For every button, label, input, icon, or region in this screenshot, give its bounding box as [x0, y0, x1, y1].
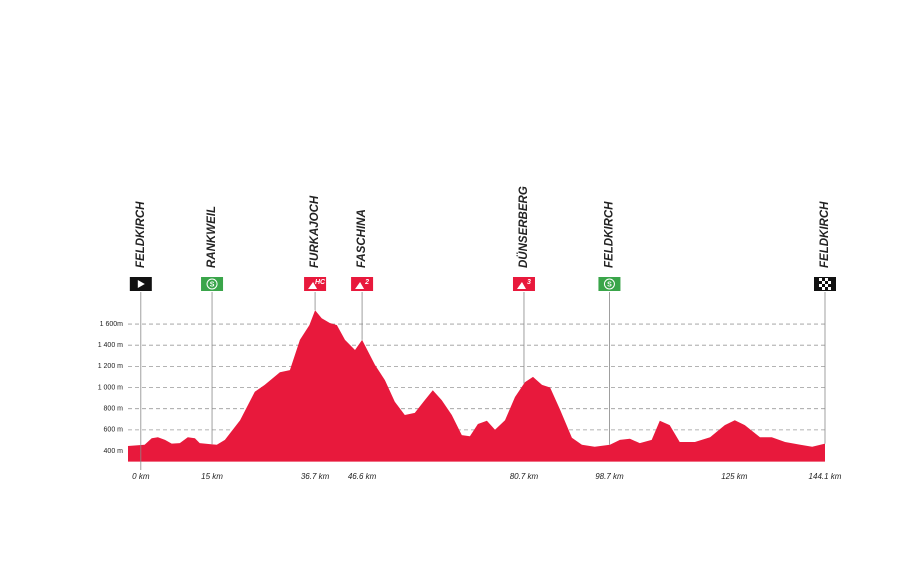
sprint-icon: [603, 278, 615, 290]
elevation-profile: [128, 310, 825, 462]
x-tick-label: 0 km: [132, 472, 150, 481]
finish-check: [819, 278, 822, 281]
y-tick-label: 800 m: [104, 406, 124, 413]
finish-check: [819, 284, 822, 287]
marker-badge: 2: [351, 277, 374, 291]
start-icon: [137, 280, 145, 288]
x-tick-label: 36.7 km: [301, 472, 330, 481]
badge-text: S: [210, 281, 215, 288]
finish-check: [825, 284, 828, 287]
marker-badge: 3: [512, 277, 535, 291]
marker-badge: S: [201, 277, 224, 291]
marker-badge: [814, 277, 836, 291]
finish-check: [822, 281, 825, 284]
y-tick-label: 1 200 m: [98, 363, 123, 370]
climb-icon: [355, 282, 365, 289]
x-tick-label: 125 km: [721, 472, 748, 481]
y-tick-label: 1 000 m: [98, 384, 123, 391]
badge-text: 3: [527, 279, 531, 286]
y-tick-label: 1 400 m: [98, 342, 123, 349]
marker-name: FELDKIRCH: [819, 201, 831, 268]
y-tick-label: 400 m: [104, 448, 124, 455]
marker-badge: S: [598, 277, 621, 291]
marker-name: FELDKIRCH: [603, 201, 615, 268]
y-tick-label: 1 600m: [100, 321, 124, 328]
y-tick-label: 600 m: [104, 427, 124, 434]
climb-icon: [308, 282, 318, 289]
finish-check: [825, 278, 828, 281]
marker-badge: [129, 277, 152, 291]
badge-text: 2: [364, 279, 369, 286]
marker-badge: HC: [304, 277, 327, 291]
marker-name: DÜNSERBERG: [517, 186, 530, 268]
x-tick-label: 98.7 km: [595, 472, 624, 481]
marker-name: FASCHINA: [356, 209, 368, 268]
badge-box: [201, 277, 224, 291]
sprint-icon: [206, 278, 218, 290]
marker-name: FURKAJOCH: [309, 195, 321, 268]
marker-name: RANKWEIL: [206, 206, 218, 268]
marker-name: FELDKIRCH: [135, 201, 147, 268]
x-tick-label: 46.6 km: [348, 472, 377, 481]
badge-text: S: [607, 281, 612, 288]
x-tick-label: 144.1 km: [809, 472, 842, 481]
badge-text: HC: [315, 279, 326, 286]
finish-check: [822, 287, 825, 290]
finish-check: [828, 287, 831, 290]
finish-check: [828, 281, 831, 284]
climb-icon: [516, 282, 526, 289]
x-tick-label: 80.7 km: [510, 472, 539, 481]
x-tick-label: 15 km: [201, 472, 223, 481]
badge-box: [598, 277, 621, 291]
